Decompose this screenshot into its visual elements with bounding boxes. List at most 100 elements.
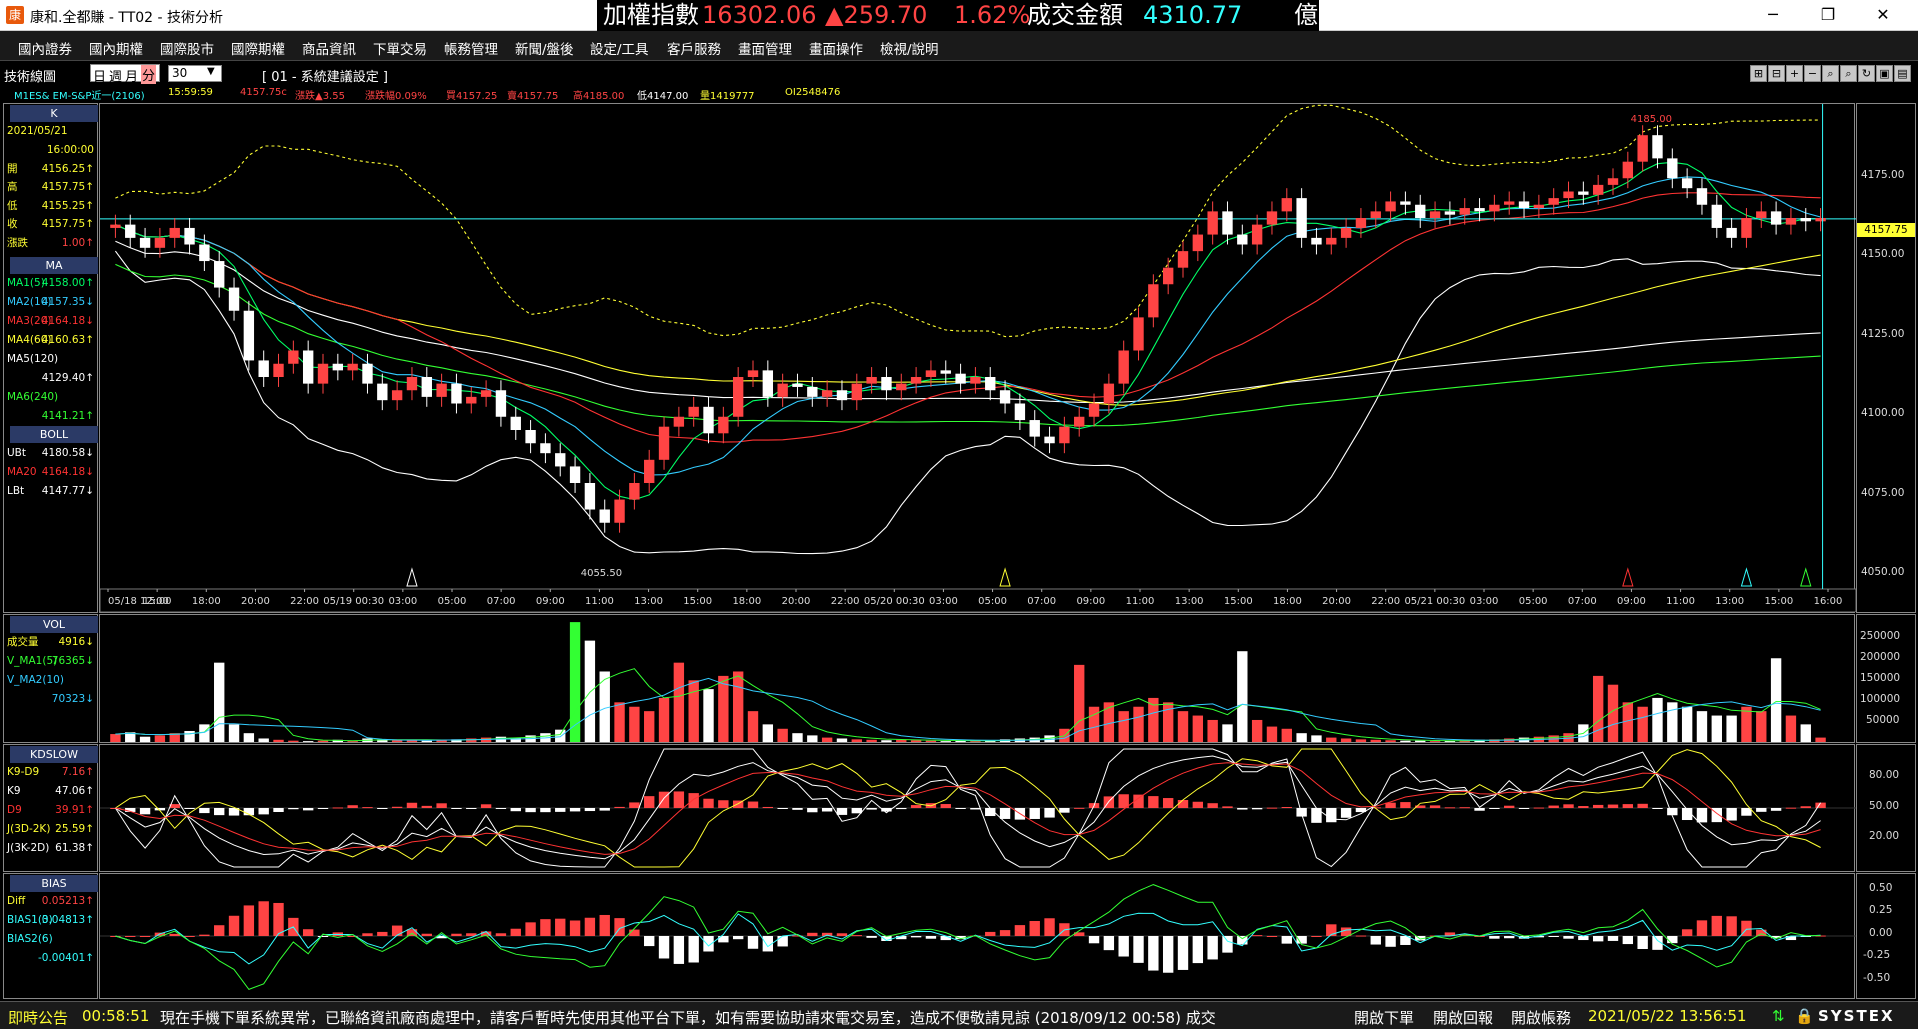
- menu-item[interactable]: 檢視/說明: [880, 42, 939, 58]
- kd-diff-bar: [1563, 804, 1574, 808]
- open-account-button[interactable]: 開啟帳務: [1511, 1009, 1572, 1027]
- plus-icon[interactable]: +: [1786, 65, 1803, 82]
- bias-tick: -0.50: [1863, 972, 1891, 984]
- bias-chart-panel[interactable]: [99, 873, 1856, 999]
- kd-chart[interactable]: [100, 745, 1856, 871]
- bias-diff-bar: [1518, 936, 1530, 939]
- kd-diff-bar: [288, 808, 299, 810]
- minus-icon[interactable]: −: [1804, 65, 1821, 82]
- open-order-button[interactable]: 開啟下單: [1354, 1009, 1415, 1027]
- time-tick: 09:00: [536, 596, 565, 607]
- ticker-value: 16302.06: [702, 1, 817, 29]
- bias-diff-bar: [1162, 936, 1174, 973]
- k-time: 16:00:00: [46, 144, 94, 156]
- candle-body: [1578, 191, 1589, 195]
- vma1-value: 76365↓: [51, 655, 94, 667]
- bias-chart[interactable]: [100, 874, 1856, 998]
- kd-diff-bar: [1177, 800, 1189, 808]
- interval-select[interactable]: 30 ▼: [168, 65, 222, 82]
- app-logo-icon: 康: [6, 6, 24, 24]
- announcement-time: 00:58:51: [82, 1007, 150, 1025]
- volume-bar: [154, 735, 166, 742]
- kd-diff-bar: [154, 808, 166, 811]
- menu-item[interactable]: 設定/工具: [590, 42, 649, 58]
- zoom-out-icon[interactable]: ⊟: [1768, 65, 1785, 82]
- vol-value: 4916↓: [58, 636, 94, 648]
- bias-diff-bar: [807, 932, 818, 936]
- menu-item[interactable]: 國內期權: [89, 42, 143, 58]
- bias-diff-bar: [1607, 936, 1619, 941]
- refresh-icon[interactable]: ↻: [1858, 65, 1875, 82]
- candle-body: [1800, 218, 1811, 222]
- candle-body: [154, 237, 166, 248]
- bias-diff-bar: [1637, 936, 1648, 949]
- kd-diff-bar: [1711, 808, 1722, 823]
- bias-diff-bar: [999, 930, 1011, 936]
- ma6-label: MA6(240): [7, 391, 59, 403]
- volume-bar: [1311, 735, 1322, 742]
- search-icon[interactable]: ⌕: [1822, 65, 1839, 82]
- candle-body: [1770, 211, 1782, 225]
- menu-item[interactable]: 國際股市: [160, 42, 214, 58]
- candle-body: [421, 377, 432, 397]
- volume-chart[interactable]: [100, 615, 1856, 742]
- period-month[interactable]: 月: [125, 70, 139, 85]
- volume-bar: [1237, 651, 1248, 742]
- menu-item[interactable]: 國際期權: [231, 42, 285, 58]
- maximize-button[interactable]: ❐: [1820, 5, 1836, 24]
- kd-diff-bar: [747, 801, 759, 808]
- volume-bar: [1192, 715, 1204, 742]
- menu-item[interactable]: 客戶服務: [667, 42, 721, 58]
- kd-diff-bar: [480, 804, 492, 808]
- period-minute[interactable]: 分: [141, 65, 157, 84]
- time-tick: 20:00: [782, 596, 811, 607]
- bias-tick: -0.25: [1863, 949, 1891, 961]
- search-alt-icon[interactable]: ⌕: [1840, 65, 1857, 82]
- bias-diff-bar: [1415, 936, 1426, 941]
- print-icon[interactable]: ▤: [1894, 65, 1911, 82]
- volume-bar: [1429, 741, 1441, 742]
- kd-diff-bar: [228, 808, 240, 816]
- menu-item[interactable]: 畫面操作: [809, 42, 863, 58]
- candle-body: [999, 390, 1011, 404]
- volume-chart-panel[interactable]: [99, 614, 1855, 743]
- symbol-label: M1ES& EM-S&P近一(2106): [14, 91, 145, 102]
- close-button[interactable]: ✕: [1876, 5, 1890, 24]
- minimize-button[interactable]: ─: [1768, 5, 1778, 24]
- time-tick: 09:00: [1076, 596, 1105, 607]
- menu-item[interactable]: 下單交易: [373, 42, 427, 58]
- open-report-button[interactable]: 開啟回報: [1433, 1009, 1494, 1027]
- menu-item[interactable]: 國內證券: [18, 42, 72, 58]
- menu-item[interactable]: 商品資訊: [302, 42, 356, 58]
- menu-item[interactable]: 帳務管理: [444, 42, 498, 58]
- kd-diff-bar: [1222, 806, 1233, 808]
- menu-item[interactable]: 畫面管理: [738, 42, 792, 58]
- high-annotation: 4185.00: [1631, 114, 1672, 125]
- period-selector: 日 週 月 分: [90, 64, 160, 85]
- price-tick: 4100.00: [1861, 407, 1905, 419]
- kd-diff-bar: [1326, 808, 1337, 823]
- bias-diff-bar: [925, 936, 937, 939]
- price-chart-panel[interactable]: 05/18 12:00 15:00 18:00 20:00 22:00 05/19 00:…: [99, 103, 1856, 613]
- kd-diff-bar: [332, 807, 344, 809]
- signal-triangle-icon: [1740, 567, 1753, 587]
- time-tick: 22:00: [1371, 596, 1400, 607]
- period-week[interactable]: 週: [109, 70, 123, 85]
- kd-diff-bar: [1459, 807, 1470, 809]
- time-tick: 15:00: [143, 596, 172, 607]
- kd-diff-bar: [910, 805, 922, 808]
- ma6-line: [115, 263, 1821, 427]
- zoom-in-icon[interactable]: ⊞: [1750, 65, 1767, 82]
- period-day[interactable]: 日: [93, 70, 107, 85]
- kd-diff-bar: [1355, 808, 1367, 813]
- kd-chart-panel[interactable]: [99, 744, 1856, 872]
- kd-diff-bar: [466, 808, 477, 809]
- volume-bar: [1162, 702, 1174, 742]
- menu-item[interactable]: 新聞/盤後: [515, 42, 574, 58]
- preset-label[interactable]: [ 01 - 系統建議設定 ]: [262, 70, 388, 85]
- kd-tick: 20.00: [1869, 830, 1900, 842]
- save-icon[interactable]: ▣: [1876, 65, 1893, 82]
- bias-diff-bar: [851, 935, 862, 937]
- bias-diff-bar: [866, 936, 877, 938]
